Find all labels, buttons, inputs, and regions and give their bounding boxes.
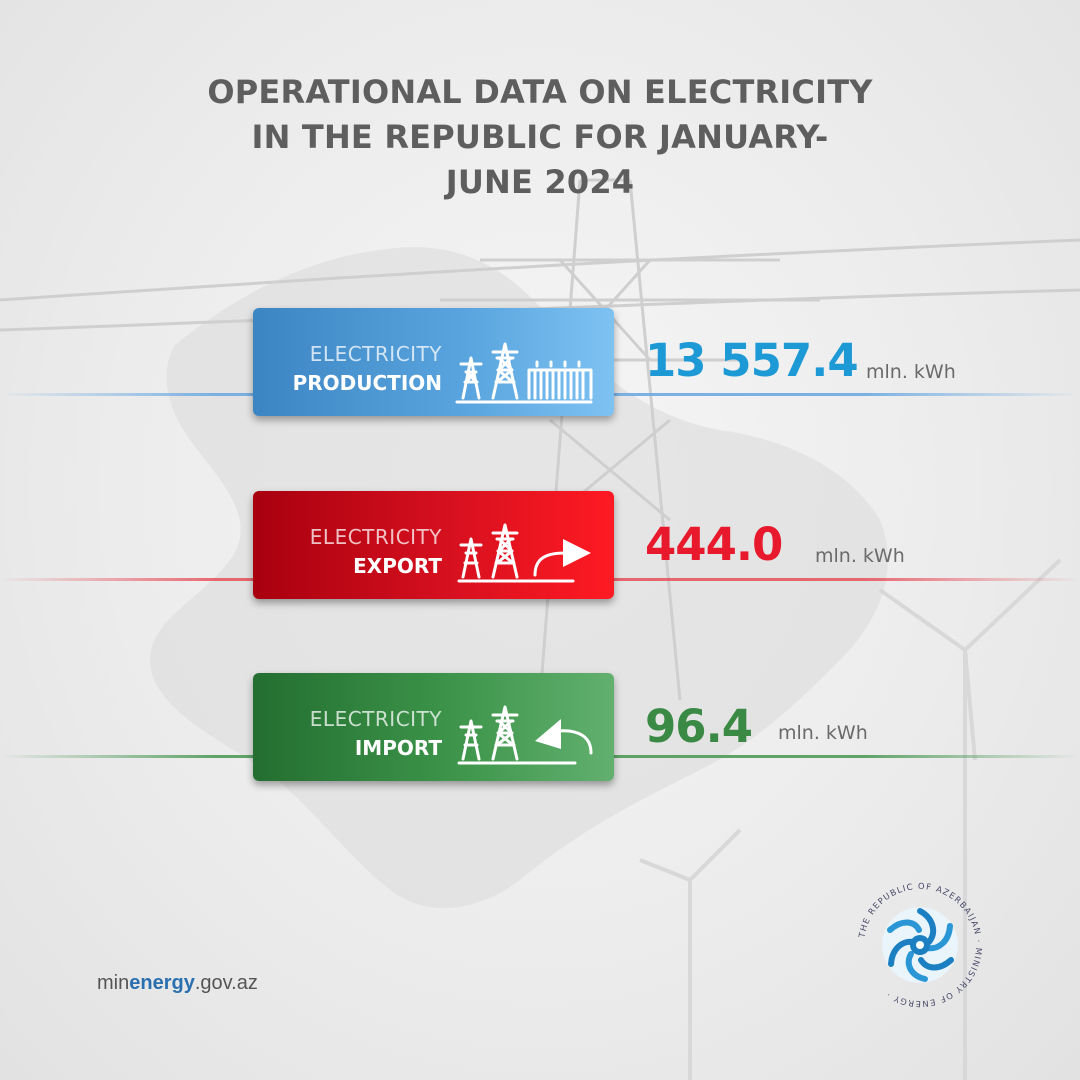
import-unit: mln. kWh — [778, 722, 868, 744]
export-card: ELECTRICITY EXPORT — [253, 491, 614, 599]
url-bold: energy — [129, 972, 195, 994]
production-card: ELECTRICITY PRODUCTION — [253, 308, 614, 416]
wind-turbine-silhouette — [639, 558, 1062, 1080]
production-label-bold: PRODUCTION — [292, 371, 442, 395]
title-line-1: OPERATIONAL DATA ON ELECTRICITY — [207, 73, 873, 111]
url-prefix: min — [97, 972, 130, 994]
export-arrow-icon — [457, 523, 591, 583]
production-unit: mln. kWh — [866, 361, 956, 383]
export-unit: mln. kWh — [815, 545, 905, 567]
title-line-3: JUNE 2024 — [445, 163, 635, 201]
page-title: OPERATIONAL DATA ON ELECTRICITY IN THE R… — [140, 70, 940, 205]
import-value: 96.4 — [645, 700, 753, 753]
power-plant-icon — [455, 342, 593, 404]
url-suffix: .gov.az — [194, 972, 258, 994]
ministry-emblem-icon: THE REPUBLIC OF AZERBAIJAN · MINISTRY OF… — [856, 881, 983, 1009]
production-label-light: ELECTRICITY — [309, 342, 442, 366]
import-card: ELECTRICITY IMPORT — [253, 673, 614, 781]
production-value: 13 557.4 — [645, 334, 859, 387]
export-value: 444.0 — [645, 518, 783, 571]
export-label-light: ELECTRICITY — [309, 525, 442, 549]
import-label-light: ELECTRICITY — [309, 707, 442, 731]
import-label-bold: IMPORT — [354, 736, 442, 760]
title-line-2: IN THE REPUBLIC FOR JANUARY- — [251, 118, 829, 156]
website-link[interactable]: minenergy.gov.az — [97, 972, 258, 995]
export-label-bold: EXPORT — [353, 554, 442, 578]
import-arrow-icon — [457, 705, 593, 765]
